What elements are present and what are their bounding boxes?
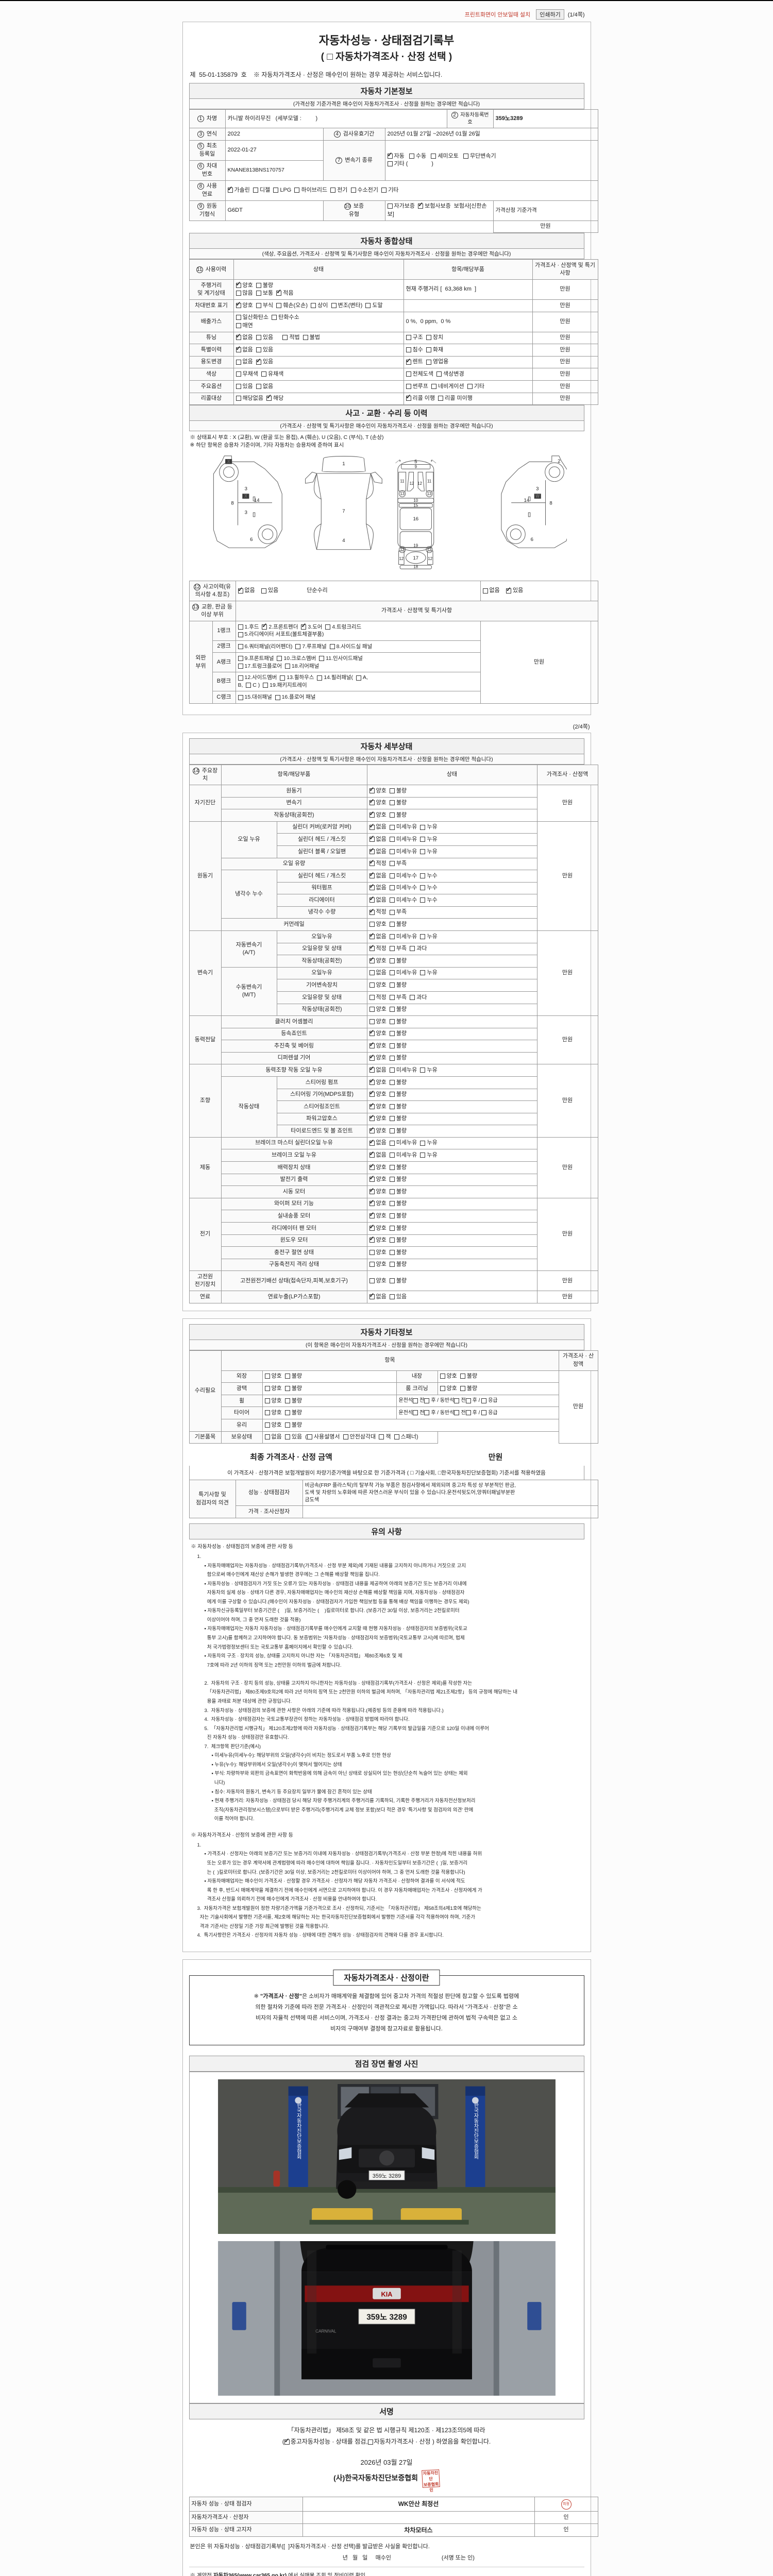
svg-text:W: W bbox=[536, 494, 540, 499]
svg-text:19: 19 bbox=[413, 544, 418, 548]
svg-text:9: 9 bbox=[415, 465, 417, 469]
svg-text:12: 12 bbox=[428, 556, 432, 561]
svg-text:13: 13 bbox=[400, 492, 405, 496]
svg-text:14: 14 bbox=[524, 498, 529, 503]
svg-text:4: 4 bbox=[342, 538, 345, 544]
svg-text:3: 3 bbox=[536, 486, 539, 492]
svg-text:359노 3289: 359노 3289 bbox=[372, 2173, 400, 2179]
svg-text:6: 6 bbox=[531, 537, 533, 543]
svg-text:3: 3 bbox=[245, 486, 247, 492]
svg-text:12: 12 bbox=[410, 481, 414, 486]
svg-text:13: 13 bbox=[427, 492, 432, 496]
svg-text:16: 16 bbox=[413, 516, 418, 522]
svg-text:17: 17 bbox=[413, 555, 418, 561]
svg-text:7: 7 bbox=[342, 509, 345, 514]
svg-text:2: 2 bbox=[558, 459, 560, 464]
svg-text:10: 10 bbox=[413, 498, 418, 503]
svg-text:15: 15 bbox=[413, 503, 418, 508]
svg-text:X: X bbox=[227, 460, 230, 464]
svg-text:1: 1 bbox=[342, 461, 345, 467]
svg-text:6: 6 bbox=[250, 537, 253, 543]
svg-text:KIA: KIA bbox=[381, 2290, 392, 2298]
svg-text:한국자동차진단보증협회: 한국자동차진단보증협회 bbox=[472, 2102, 478, 2159]
svg-text:8: 8 bbox=[231, 500, 233, 506]
svg-text:12: 12 bbox=[399, 556, 404, 561]
svg-text:CARNIVAL: CARNIVAL bbox=[315, 2329, 337, 2333]
svg-text:한국자동차진단보증협회: 한국자동차진단보증협회 bbox=[295, 2102, 301, 2159]
svg-text:8: 8 bbox=[549, 500, 552, 506]
svg-text:18: 18 bbox=[413, 565, 418, 569]
svg-text:11: 11 bbox=[427, 479, 431, 484]
svg-text:359노 3289: 359노 3289 bbox=[366, 2313, 407, 2321]
svg-text:3: 3 bbox=[245, 510, 247, 516]
svg-text:12: 12 bbox=[417, 481, 422, 486]
svg-text:5: 5 bbox=[414, 459, 417, 465]
svg-text:X: X bbox=[244, 494, 247, 499]
svg-text:11: 11 bbox=[400, 479, 405, 484]
